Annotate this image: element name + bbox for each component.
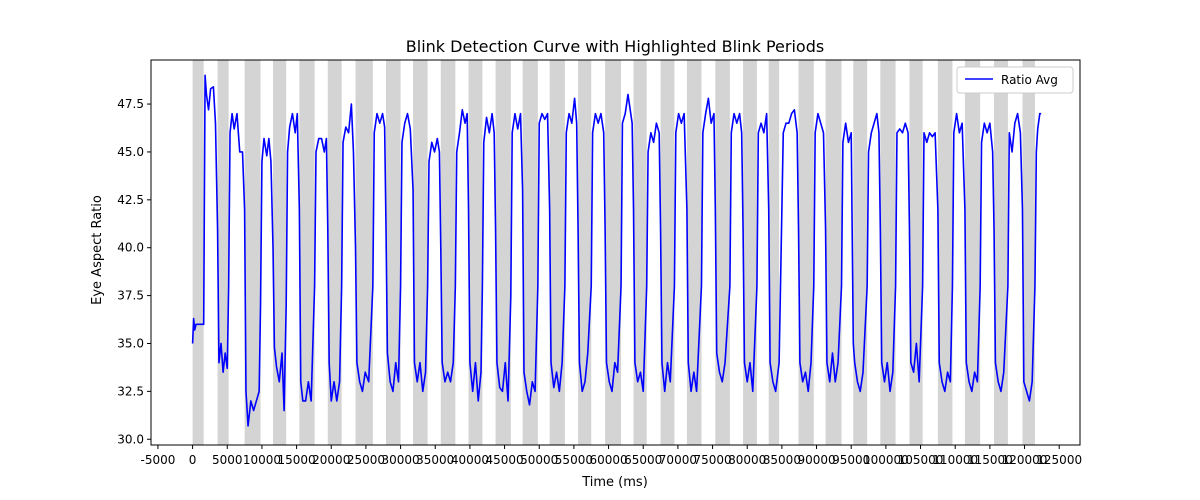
plot-frame: [150, 59, 1081, 446]
x-tick-label-1: 0: [189, 453, 197, 467]
y-tick-label-6: 45.0: [117, 145, 144, 159]
blink-period-6: [327, 60, 342, 445]
x-tick-label-17: 80000: [728, 453, 766, 467]
blink-period-20: [715, 60, 730, 445]
x-tick-label-2: 5000: [212, 453, 243, 467]
x-tick-label-14: 65000: [624, 453, 662, 467]
blink-periods: [192, 60, 1035, 445]
y-tick-label-7: 47.5: [117, 97, 144, 111]
blink-period-22: [768, 60, 780, 445]
blink-period-16: [605, 60, 622, 445]
x-tick-label-10: 45000: [485, 453, 523, 467]
x-axis-label: Time (ms): [581, 475, 648, 490]
x-tick-label-23: 110000: [932, 453, 978, 467]
blink-period-7: [355, 60, 373, 445]
blink-period-17: [633, 60, 647, 445]
x-tick-label-26: 125000: [1036, 453, 1082, 467]
blink-period-19: [686, 60, 702, 445]
blink-period-2: [217, 60, 229, 445]
y-tick-label-2: 35.0: [117, 336, 144, 350]
x-tick-label-12: 55000: [555, 453, 593, 467]
legend: Ratio Avg: [956, 66, 1074, 94]
x-tick-label-22: 105000: [898, 453, 944, 467]
blink-period-27: [909, 60, 923, 445]
y-tick-label-3: 37.5: [117, 289, 144, 303]
blink-period-1: [192, 60, 204, 445]
blink-period-13: [522, 60, 538, 445]
blink-period-29: [964, 60, 981, 445]
x-tick-label-24: 115000: [967, 453, 1013, 467]
blink-period-9: [413, 60, 428, 445]
x-ticks: -5000 0 5000 100001500020000250003000035000…: [140, 445, 1082, 467]
x-tick-label-25: 120000: [1002, 453, 1048, 467]
y-tick-label-0: 30.0: [117, 432, 144, 446]
x-tick-label-13: 60000: [589, 453, 627, 467]
blink-period-3: [244, 60, 261, 445]
legend-label-ratio-avg: Ratio Avg: [1001, 73, 1058, 87]
blink-period-18: [660, 60, 675, 445]
blink-period-26: [880, 60, 896, 445]
x-tick-label-5: 20000: [312, 453, 350, 467]
blink-period-23: [798, 60, 814, 445]
x-tick-label-11: 50000: [520, 453, 558, 467]
blink-period-4: [273, 60, 287, 445]
y-ticks: 30.0 32.5 35.0 37.5 40.0 42.5 45.0 47.5: [117, 97, 151, 446]
blink-period-8: [386, 60, 401, 445]
x-tick-label-0: -5000: [140, 453, 175, 467]
axes: [150, 59, 1081, 446]
chart-title: Blink Detection Curve with Highlighted B…: [406, 37, 824, 56]
x-tick-label-19: 90000: [797, 453, 835, 467]
blink-period-12: [495, 60, 511, 445]
x-tick-label-3: 10000: [243, 453, 281, 467]
x-tick-label-20: 95000: [832, 453, 870, 467]
x-tick-label-21: 100000: [863, 453, 909, 467]
legend-frame: [956, 66, 1074, 94]
blink-period-31: [1022, 60, 1035, 445]
blink-period-21: [743, 60, 757, 445]
x-tick-label-4: 15000: [277, 453, 315, 467]
blink-period-10: [440, 60, 456, 445]
blink-period-24: [825, 60, 842, 445]
y-tick-label-5: 42.5: [117, 193, 144, 207]
x-tick-label-16: 75000: [693, 453, 731, 467]
x-tick-label-15: 70000: [659, 453, 697, 467]
series-lines: [191, 74, 1042, 427]
x-tick-label-9: 40000: [451, 453, 489, 467]
series-line-1: [191, 74, 1042, 427]
y-tick-label-4: 40.0: [117, 241, 144, 255]
blink-period-11: [468, 60, 483, 445]
x-tick-label-6: 25000: [347, 453, 385, 467]
blink-period-15: [578, 60, 592, 445]
blink-period-14: [549, 60, 565, 445]
blink-period-5: [299, 60, 315, 445]
x-tick-label-18: 85000: [763, 453, 801, 467]
y-tick-label-1: 32.5: [117, 384, 144, 398]
blink-period-28: [937, 60, 953, 445]
x-tick-label-7: 30000: [381, 453, 419, 467]
x-tick-label-8: 35000: [416, 453, 454, 467]
y-axis-label: Eye Aspect Ratio: [90, 195, 105, 305]
